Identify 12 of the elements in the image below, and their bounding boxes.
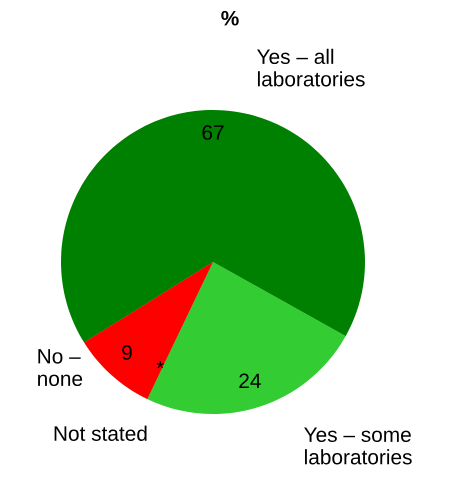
category-label: Not stated [54, 426, 147, 441]
pie-slice [61, 110, 365, 343]
pie-slice [147, 262, 346, 414]
data-label: 67 [202, 125, 224, 140]
slice-label: No – none [38, 349, 82, 386]
chart-title: % [221, 10, 239, 26]
slice-label: Yes – some laboratories [304, 427, 412, 464]
pie-slice [84, 262, 213, 400]
data-label: 24 [239, 373, 261, 388]
data-label: 9 [122, 345, 132, 360]
text: * [156, 360, 164, 368]
slice-label: Yes – all laboratories [257, 48, 365, 86]
